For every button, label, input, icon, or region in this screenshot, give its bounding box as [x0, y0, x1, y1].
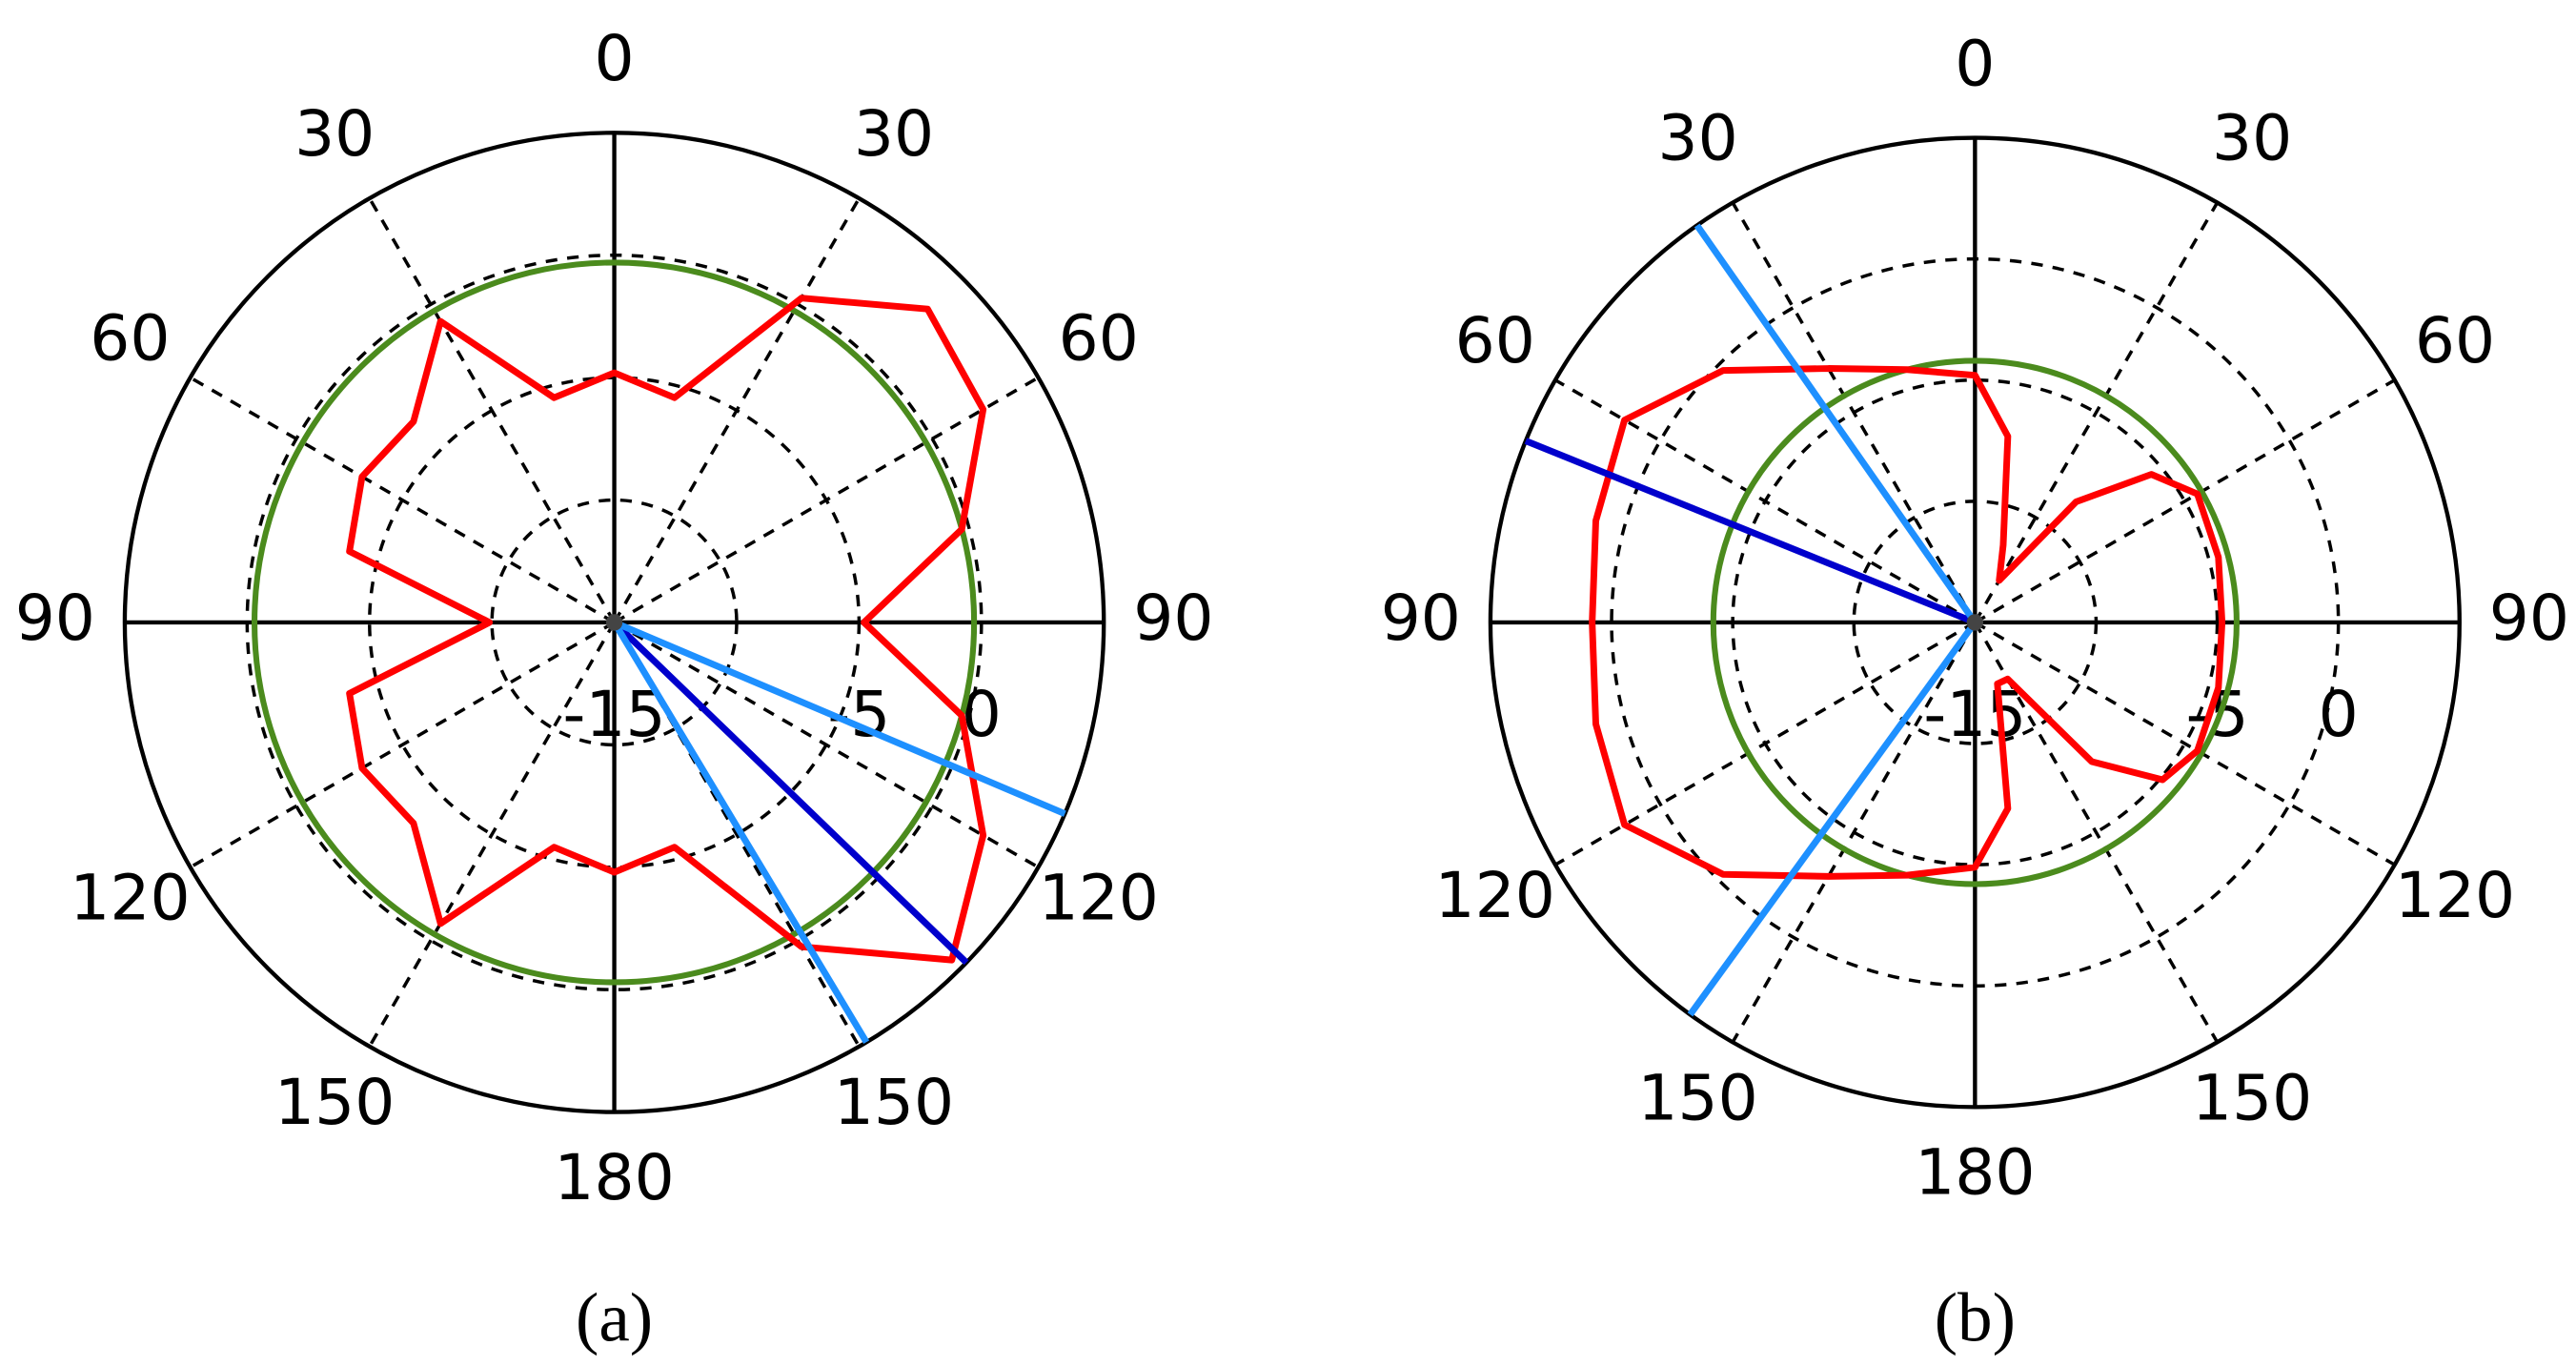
spoke [1974, 621, 2396, 866]
theta-tick-label: 150 [2192, 1062, 2312, 1135]
r-tick-label: 0 [2319, 678, 2359, 751]
reference-circle [251, 259, 978, 986]
theta-tick-label: 90 [15, 581, 95, 655]
spoke [189, 621, 616, 869]
pattern-curve [1589, 365, 2226, 880]
spoke [189, 376, 616, 624]
spoke [1731, 622, 1977, 1044]
theta-tick-label: 120 [70, 861, 190, 934]
spoke [613, 621, 1040, 869]
spoke [368, 622, 617, 1048]
ray [612, 620, 969, 966]
theta-tick-label: 120 [1435, 859, 1555, 932]
theta-tick-label: 30 [294, 97, 375, 171]
theta-tick-label: 90 [2489, 581, 2569, 655]
theta-tick-label: 0 [595, 22, 635, 95]
theta-tick-label: 30 [1657, 101, 1737, 174]
theta-tick-label: 120 [2395, 859, 2515, 932]
spoke [613, 376, 1040, 624]
spoke [1731, 201, 1977, 623]
spoke [613, 197, 861, 623]
theta-tick-label: 150 [834, 1066, 954, 1139]
caption: (b) [1935, 1278, 2016, 1356]
spoke [1554, 378, 1977, 624]
theta-tick-label: 150 [1637, 1062, 1757, 1135]
theta-tick-label: 150 [274, 1066, 395, 1139]
theta-tick-label: 60 [1455, 304, 1535, 377]
spoke [1973, 622, 2220, 1044]
theta-tick-label: 120 [1039, 861, 1159, 934]
theta-tick-label: 90 [1381, 581, 1461, 655]
theta-tick-label: 90 [1133, 581, 1213, 655]
theta-tick-label: 60 [2415, 304, 2495, 377]
ray [1524, 438, 1977, 626]
spoke [1554, 621, 1977, 866]
spoke [613, 622, 861, 1048]
spoke [1973, 201, 2220, 623]
ray [1687, 620, 1978, 1017]
ray [1694, 223, 1978, 624]
r-tick-label: -15 [563, 678, 666, 751]
theta-tick-label: 0 [1955, 27, 1995, 100]
spoke [368, 197, 617, 623]
r-tick-label: -15 [1923, 678, 2026, 751]
theta-tick-label: 60 [90, 302, 170, 376]
center-dot [605, 614, 623, 631]
pattern-curve [346, 295, 987, 964]
theta-tick-label: 60 [1059, 302, 1139, 376]
ray [611, 621, 870, 1045]
theta-tick-label: 30 [2212, 101, 2292, 174]
caption: (a) [576, 1278, 653, 1356]
reference-circle [1710, 357, 2240, 887]
theta-tick-label: 180 [1915, 1136, 2035, 1210]
theta-tick-label: 30 [854, 97, 934, 171]
center-dot [1966, 614, 1984, 631]
spoke [1974, 378, 2396, 624]
ray [613, 619, 1066, 817]
theta-tick-label: 180 [554, 1141, 674, 1214]
